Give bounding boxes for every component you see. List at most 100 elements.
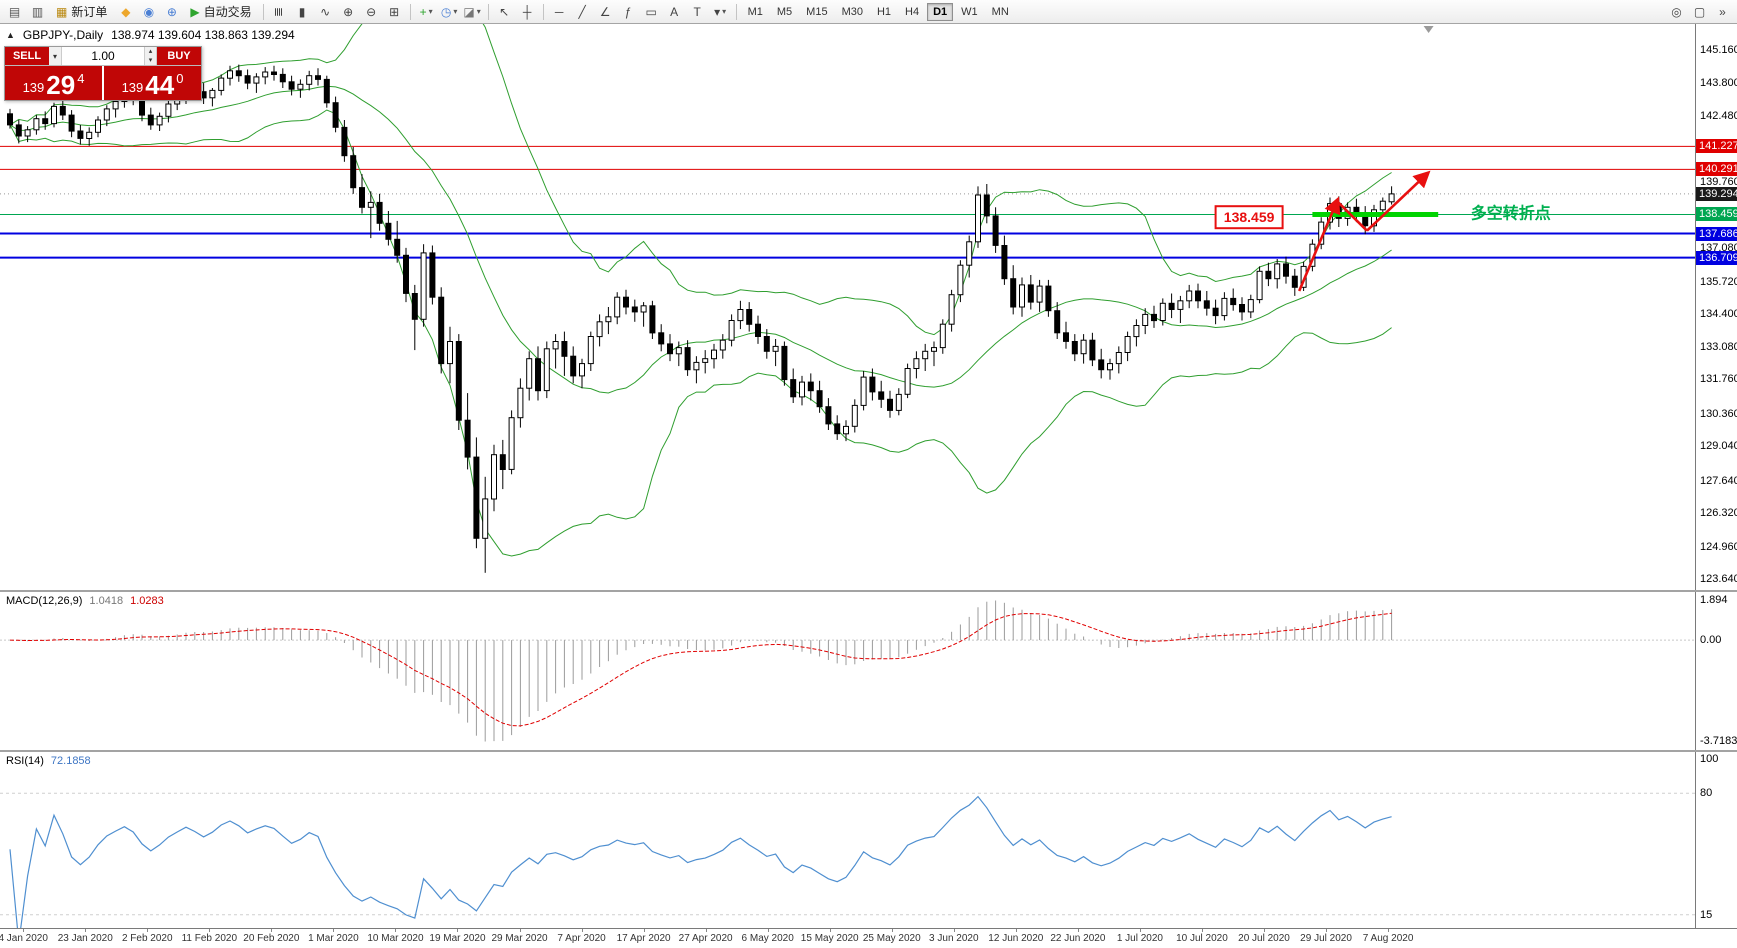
new-order-button[interactable]: ▦ 新订单 bbox=[50, 2, 113, 22]
rsi-axis[interactable]: 100 80 15 bbox=[1695, 752, 1737, 928]
symbol-header: ▲ GBPJPY-,Daily 138.974 139.604 138.863 … bbox=[6, 28, 295, 42]
profiles-icon[interactable]: ▥ bbox=[27, 2, 48, 22]
volume-input[interactable] bbox=[62, 47, 144, 65]
horizontal-line-icon[interactable]: ─ bbox=[549, 2, 570, 22]
community-icon[interactable]: ⊕ bbox=[161, 2, 182, 22]
trend-retrace-line[interactable] bbox=[1336, 200, 1368, 232]
price-tick-label: 126.320 bbox=[1700, 507, 1737, 520]
sell-options-caret-icon[interactable]: ▾ bbox=[49, 47, 62, 65]
window-icon-glyph: ▢ bbox=[1693, 4, 1706, 19]
metaeditor-icon-glyph: ◆ bbox=[121, 4, 131, 19]
periods-dropdown[interactable]: ◷ ▾ bbox=[439, 2, 460, 22]
macd-panel[interactable]: 1.894 0.00 -3.7183 MACD(12,26,9) 1.0418 1.02… bbox=[0, 592, 1737, 750]
label-icon[interactable]: T bbox=[687, 2, 708, 22]
trade-panel-toggle-icon[interactable]: ▲ bbox=[6, 30, 15, 40]
search-icon[interactable]: ◎ bbox=[1666, 2, 1687, 22]
buy-price-base: 139 bbox=[121, 80, 144, 95]
macd-axis[interactable]: 1.894 0.00 -3.7183 bbox=[1695, 592, 1737, 750]
price-axis[interactable]: 145.160 143.800 142.480 139.760 137.080 135.7… bbox=[1695, 24, 1737, 590]
time-tick bbox=[767, 929, 769, 932]
timeframe-h4[interactable]: H4 bbox=[905, 5, 920, 18]
cursor-icon[interactable]: ↖ bbox=[494, 2, 515, 22]
overflow-icon[interactable]: » bbox=[1712, 2, 1733, 22]
timeframe-d1[interactable]: D1 bbox=[927, 2, 954, 21]
price-line-badge: 136.709 bbox=[1696, 250, 1737, 265]
candlestick-chart-icon[interactable]: ▮ bbox=[292, 2, 313, 22]
zoom-out-icon[interactable]: ⊖ bbox=[361, 2, 382, 22]
timeframe-w1[interactable]: W1 bbox=[961, 5, 978, 18]
volume-down-icon[interactable]: ▾ bbox=[148, 57, 153, 64]
auto-trading-button[interactable]: ▶ 自动交易 bbox=[184, 2, 257, 22]
sell-button[interactable]: SELL bbox=[5, 47, 49, 65]
periods-dropdown-glyph: ◷ bbox=[440, 4, 452, 19]
time-tick bbox=[85, 929, 87, 932]
auto-trading-button-label: 自动交易 bbox=[203, 5, 252, 19]
bar-chart-icon[interactable]: ≣ bbox=[269, 2, 290, 22]
price-tick-label: 143.800 bbox=[1700, 77, 1737, 90]
window-icon[interactable]: ▢ bbox=[1689, 2, 1710, 22]
time-tick bbox=[829, 929, 831, 932]
line-chart-icon[interactable]: ∿ bbox=[315, 2, 336, 22]
overflow-icon-glyph: » bbox=[1719, 4, 1726, 19]
sell-price-display[interactable]: 139 29 4 bbox=[5, 66, 102, 100]
trend-arrow-up-2[interactable] bbox=[1366, 170, 1431, 232]
indicators-dropdown[interactable]: + ▾ bbox=[416, 2, 437, 22]
turning-point-note-text[interactable]: 多空转折点 bbox=[1471, 203, 1551, 222]
volume-up-icon[interactable]: ▴ bbox=[148, 48, 153, 55]
buy-button[interactable]: BUY bbox=[157, 47, 201, 65]
panel-splitter[interactable] bbox=[0, 750, 1737, 752]
timeframe-mn[interactable]: MN bbox=[991, 5, 1009, 18]
price-tick-label: 142.480 bbox=[1700, 109, 1737, 122]
text-icon[interactable]: A bbox=[664, 2, 685, 22]
line-chart-icon-glyph: ∿ bbox=[320, 4, 331, 19]
time-tick bbox=[891, 929, 893, 932]
time-tick bbox=[209, 929, 211, 932]
objects-dropdown[interactable]: ▾ ▾ bbox=[710, 2, 731, 22]
shapes-icon[interactable]: ▭ bbox=[641, 2, 662, 22]
metaeditor-icon[interactable]: ◆ bbox=[115, 2, 136, 22]
timeframe-m15[interactable]: M15 bbox=[806, 5, 828, 18]
timeframe-m30[interactable]: M30 bbox=[841, 5, 863, 18]
fibonacci-icon[interactable]: ƒ bbox=[618, 2, 639, 22]
zoom-in-icon[interactable]: ⊕ bbox=[338, 2, 359, 22]
text-icon-glyph: A bbox=[670, 4, 679, 19]
date-label: 12 Jun 2020 bbox=[988, 933, 1044, 944]
tile-windows-icon[interactable]: ⊞ bbox=[384, 2, 405, 22]
candlestick-chart-icon-glyph: ▮ bbox=[298, 4, 306, 19]
search-icon-glyph: ◎ bbox=[1671, 4, 1682, 19]
templates-dropdown[interactable]: ◪ ▾ bbox=[462, 2, 483, 22]
buy-price-pips: 44 bbox=[145, 70, 175, 100]
price-callout-box[interactable] bbox=[1214, 205, 1284, 230]
timeframe-h1[interactable]: H1 bbox=[876, 5, 892, 18]
timeframe-m1[interactable]: M1 bbox=[747, 5, 763, 18]
time-tick bbox=[705, 929, 707, 932]
macd-chart bbox=[0, 600, 1695, 742]
angle-trend-icon[interactable]: ∠ bbox=[595, 2, 616, 22]
chart-shift-marker-icon[interactable] bbox=[1423, 26, 1434, 33]
new-chart-icon[interactable]: ▤ bbox=[4, 2, 25, 22]
trendline-icon[interactable]: ╱ bbox=[572, 2, 593, 22]
periods-dropdown-caret-icon: ▾ bbox=[453, 7, 458, 16]
rsi-value: 72.1858 bbox=[50, 755, 91, 767]
time-axis[interactable]: 4 Jan 2020 23 Jan 2020 2 Feb 2020 11 Feb 20… bbox=[0, 928, 1737, 948]
trend-arrow-up-1[interactable] bbox=[1298, 196, 1341, 292]
time-tick bbox=[519, 929, 521, 932]
rsi-panel[interactable]: 100 80 15 RSI(14) 72.1858 bbox=[0, 752, 1737, 928]
time-tick bbox=[953, 929, 955, 932]
sell-price-fraction: 4 bbox=[77, 71, 85, 86]
crosshair-icon[interactable]: ┼ bbox=[517, 2, 538, 22]
price-tick-label: 123.640 bbox=[1700, 573, 1737, 586]
timeframe-m5[interactable]: M5 bbox=[776, 5, 793, 18]
angle-trend-icon-glyph: ∠ bbox=[599, 4, 611, 19]
price-chart[interactable]: 138.459 多空转折点 bbox=[0, 24, 1695, 590]
buy-price-display[interactable]: 139 44 0 bbox=[104, 66, 201, 100]
price-tick-label: 130.360 bbox=[1700, 407, 1737, 420]
market-icon[interactable]: ◉ bbox=[138, 2, 159, 22]
volume-stepper[interactable]: ▴ ▾ bbox=[144, 47, 157, 65]
cursor-icon-glyph: ↖ bbox=[499, 4, 510, 19]
buy-price-fraction: 0 bbox=[176, 71, 184, 86]
ohlc-values: 138.974 139.604 138.863 139.294 bbox=[111, 28, 295, 42]
panel-splitter[interactable] bbox=[0, 590, 1737, 592]
main-chart-panel[interactable]: 138.459 多空转折点 145.160 143.800 142.480 139.76… bbox=[0, 24, 1737, 590]
